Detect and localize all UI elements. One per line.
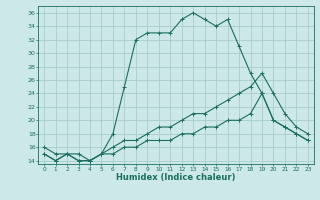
X-axis label: Humidex (Indice chaleur): Humidex (Indice chaleur) [116, 173, 236, 182]
